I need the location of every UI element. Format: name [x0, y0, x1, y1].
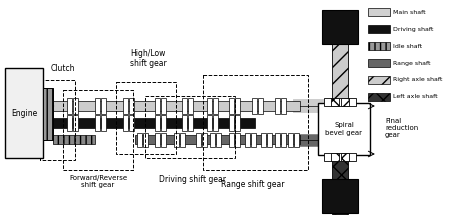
Bar: [252, 132, 256, 147]
Bar: [229, 132, 235, 147]
Bar: [229, 115, 235, 131]
Bar: [267, 132, 273, 147]
Bar: [332, 44, 348, 100]
Bar: [40, 80, 75, 160]
Bar: [162, 132, 166, 147]
Text: High/Low
shift gear: High/Low shift gear: [129, 49, 166, 68]
Bar: [322, 10, 358, 44]
Bar: [182, 115, 188, 131]
Bar: [124, 98, 128, 114]
Bar: [341, 98, 349, 106]
Bar: [368, 93, 390, 101]
Bar: [229, 98, 235, 114]
Bar: [73, 98, 79, 114]
Bar: [368, 59, 390, 67]
Bar: [368, 76, 390, 84]
Text: Forward/Reverse
shift gear: Forward/Reverse shift gear: [69, 175, 127, 188]
Text: Range shaft: Range shaft: [393, 60, 430, 66]
Bar: [213, 98, 219, 114]
Bar: [181, 132, 185, 147]
Bar: [210, 132, 216, 147]
Bar: [331, 98, 339, 106]
Text: Driving shaft: Driving shaft: [393, 27, 433, 31]
Bar: [5, 68, 43, 158]
Bar: [258, 98, 264, 114]
Bar: [101, 98, 107, 114]
Bar: [129, 98, 135, 114]
Bar: [282, 98, 286, 114]
Bar: [208, 98, 212, 114]
Bar: [202, 132, 208, 147]
Text: Main shaft: Main shaft: [393, 10, 426, 14]
Bar: [53, 101, 300, 111]
Text: Spiral
bevel gear: Spiral bevel gear: [326, 122, 363, 136]
Bar: [275, 98, 281, 114]
Bar: [67, 115, 73, 131]
Bar: [322, 179, 358, 213]
Bar: [162, 115, 166, 131]
Bar: [182, 98, 188, 114]
Bar: [236, 98, 240, 114]
Bar: [368, 25, 390, 33]
Bar: [368, 42, 390, 50]
Bar: [318, 103, 370, 155]
Bar: [236, 132, 240, 147]
Text: Driving shift gear: Driving shift gear: [159, 175, 227, 184]
Bar: [155, 98, 161, 114]
Bar: [332, 158, 348, 214]
Bar: [282, 132, 286, 147]
Bar: [43, 88, 53, 140]
Bar: [145, 96, 235, 158]
Bar: [155, 115, 161, 131]
Bar: [95, 98, 100, 114]
Bar: [236, 115, 240, 131]
Text: Idle shaft: Idle shaft: [393, 43, 422, 48]
Bar: [189, 98, 193, 114]
Text: Engine: Engine: [11, 109, 37, 118]
Bar: [63, 90, 133, 170]
Bar: [129, 115, 135, 131]
Text: Right axle shaft: Right axle shaft: [393, 78, 442, 83]
Bar: [331, 153, 339, 161]
Bar: [275, 132, 281, 147]
Bar: [324, 153, 356, 161]
Bar: [368, 8, 390, 16]
Text: Range shift gear: Range shift gear: [221, 180, 285, 189]
Bar: [135, 135, 300, 144]
Bar: [174, 132, 180, 147]
Bar: [162, 98, 166, 114]
Bar: [324, 98, 356, 106]
Bar: [203, 75, 308, 170]
Bar: [116, 82, 176, 154]
Bar: [246, 132, 250, 147]
Bar: [189, 115, 193, 131]
Bar: [53, 118, 255, 128]
Bar: [67, 98, 73, 114]
Bar: [197, 132, 201, 147]
Bar: [217, 132, 221, 147]
Bar: [124, 115, 128, 131]
Bar: [341, 153, 349, 161]
Bar: [294, 132, 300, 147]
Bar: [262, 132, 266, 147]
Bar: [95, 115, 100, 131]
Bar: [213, 115, 219, 131]
Text: Clutch: Clutch: [51, 64, 75, 73]
Text: Left axle shaft: Left axle shaft: [393, 95, 438, 99]
Bar: [101, 115, 107, 131]
Bar: [137, 132, 143, 147]
Bar: [289, 132, 293, 147]
Bar: [144, 132, 148, 147]
Bar: [253, 98, 257, 114]
Bar: [73, 115, 79, 131]
Bar: [155, 132, 161, 147]
Bar: [208, 115, 212, 131]
Text: Final
reduction
gear: Final reduction gear: [385, 118, 418, 138]
Bar: [53, 135, 95, 144]
